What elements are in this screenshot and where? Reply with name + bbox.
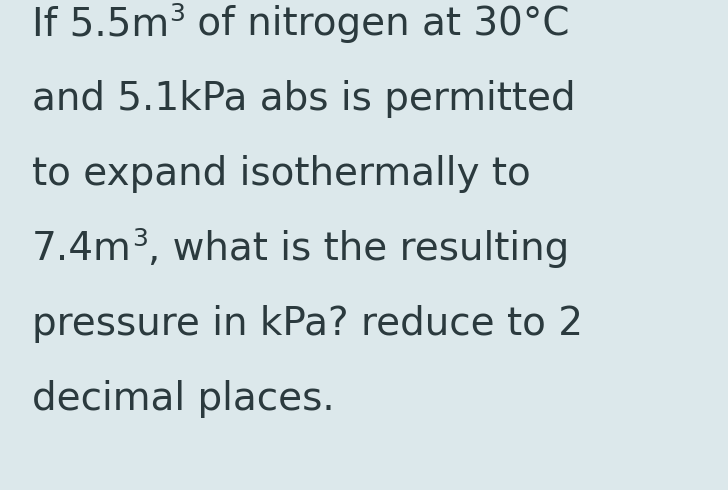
Text: pressure in kPa? reduce to 2: pressure in kPa? reduce to 2 [32, 305, 583, 343]
Text: 3: 3 [169, 2, 185, 26]
Text: 7.4m: 7.4m [32, 230, 132, 268]
Text: If 5.5m: If 5.5m [32, 5, 169, 43]
Text: and 5.1kPa abs is permitted: and 5.1kPa abs is permitted [32, 80, 576, 118]
Text: decimal places.: decimal places. [32, 380, 335, 418]
Text: , what is the resulting: , what is the resulting [148, 230, 569, 268]
Text: 3: 3 [132, 227, 148, 251]
Text: of nitrogen at 30°C: of nitrogen at 30°C [185, 5, 569, 43]
Text: to expand isothermally to: to expand isothermally to [32, 155, 531, 193]
